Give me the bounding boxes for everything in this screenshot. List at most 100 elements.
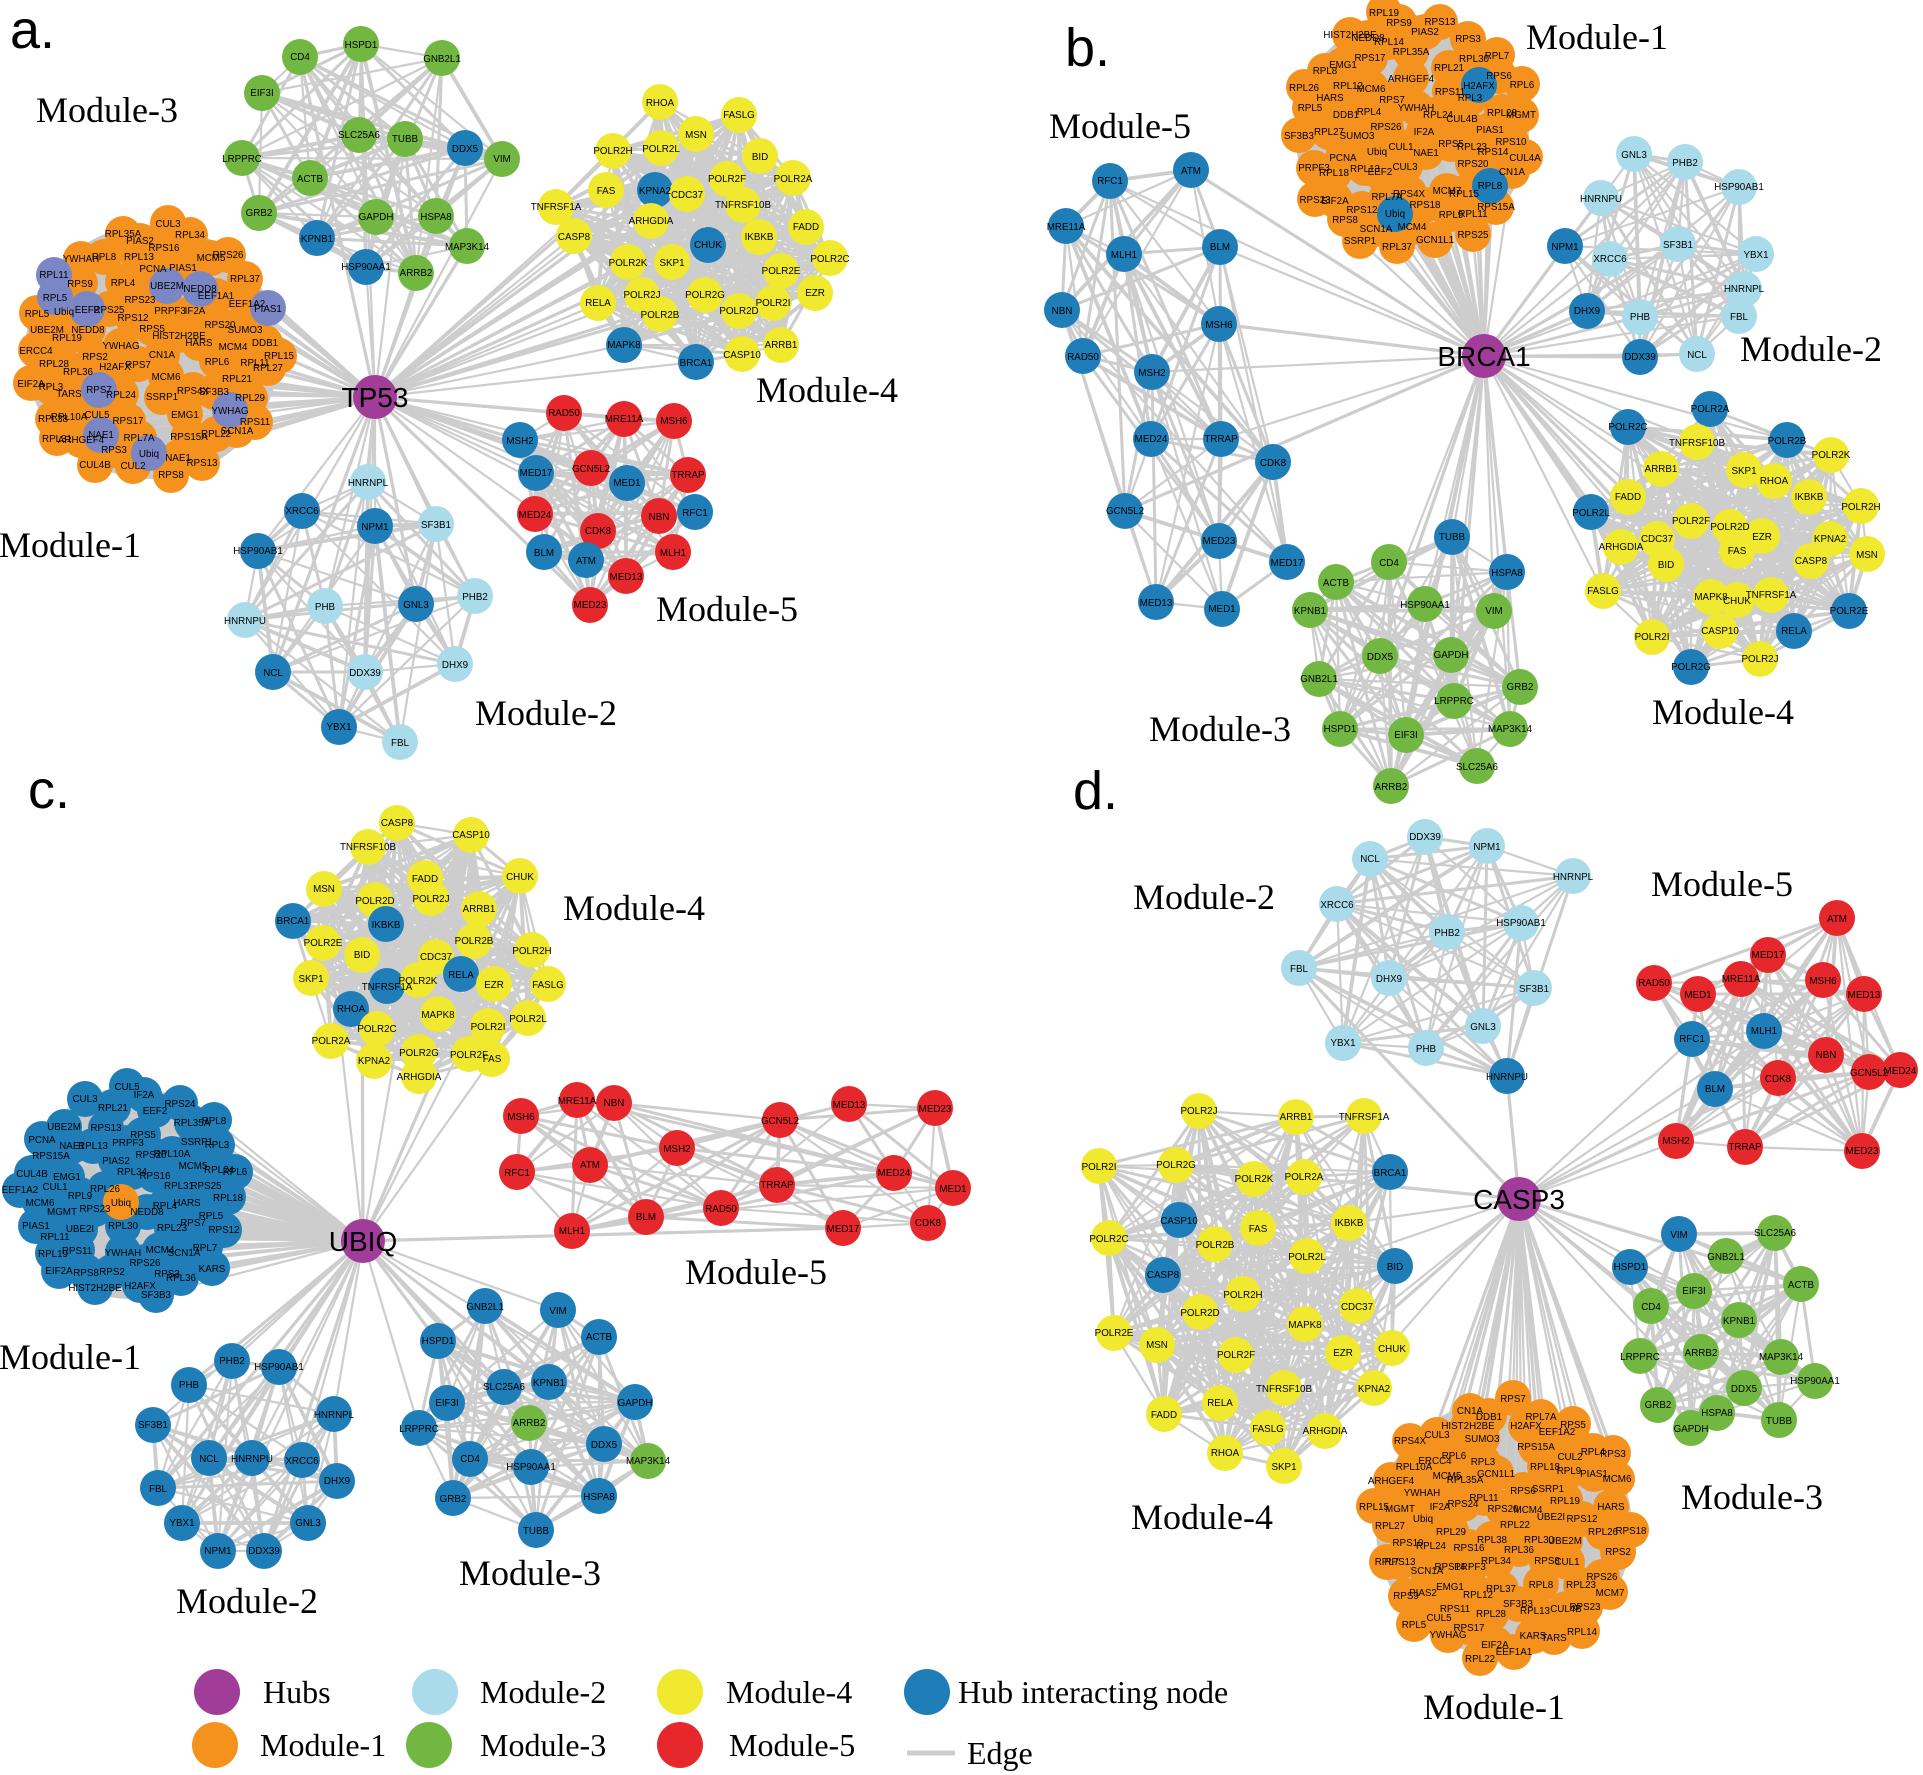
svg-text:RPL29: RPL29 [235,393,265,404]
svg-text:TRRAP: TRRAP [1728,1142,1762,1153]
svg-text:RPS17: RPS17 [1453,1623,1484,1634]
svg-text:BRCA1: BRCA1 [277,916,310,927]
svg-text:SF3B1: SF3B1 [421,520,451,531]
svg-text:RPL10A: RPL10A [51,412,88,423]
svg-text:RPS4X: RPS4X [177,386,210,397]
svg-text:RPL19: RPL19 [1550,1496,1580,1507]
svg-text:RPL30: RPL30 [108,1221,139,1232]
svg-text:Module-1: Module-1 [0,1337,141,1377]
svg-text:Module-2: Module-2 [475,693,617,733]
svg-text:POLR2G: POLR2G [1156,1160,1196,1171]
svg-text:MED17: MED17 [1752,950,1785,961]
svg-text:SCN1A: SCN1A [221,426,254,437]
svg-text:MED24: MED24 [1884,1066,1917,1077]
svg-text:POLR2C: POLR2C [810,254,849,265]
svg-text:MSH2: MSH2 [663,1144,690,1155]
svg-text:EMG1: EMG1 [171,410,199,421]
svg-text:POLR2E: POLR2E [1830,606,1869,617]
svg-text:Module-5: Module-5 [1651,864,1793,904]
svg-text:MED24: MED24 [1135,434,1168,445]
svg-text:PRPF3: PRPF3 [1454,1562,1486,1573]
svg-text:FADD: FADD [793,222,819,233]
svg-text:MED23: MED23 [1846,1146,1879,1157]
svg-text:RPS4X: RPS4X [1394,1436,1427,1447]
svg-text:POLR2I: POLR2I [756,298,791,309]
svg-text:CN1A: CN1A [1457,1406,1484,1417]
svg-text:RPL26: RPL26 [1289,83,1320,94]
svg-text:SUMO3: SUMO3 [1340,131,1375,142]
svg-text:KPNA2: KPNA2 [1814,534,1846,545]
svg-text:CD4: CD4 [290,52,310,63]
svg-text:RPS10: RPS10 [1495,137,1527,148]
svg-text:ARRB1: ARRB1 [1645,464,1678,475]
svg-text:IF2A: IF2A [1414,127,1435,138]
svg-text:d.: d. [1073,761,1118,821]
svg-text:NEDD8: NEDD8 [130,1207,164,1218]
svg-text:Hub interacting node: Hub interacting node [958,1674,1228,1710]
svg-text:CDK8: CDK8 [915,1218,942,1229]
svg-text:LRPPRC: LRPPRC [1434,696,1474,707]
svg-text:MSN: MSN [313,884,335,895]
svg-text:RPL6: RPL6 [1510,80,1535,91]
svg-text:RPL9: RPL9 [1439,210,1464,221]
svg-text:POLR2G: POLR2G [1671,662,1711,673]
svg-text:RPS25: RPS25 [93,305,125,316]
svg-text:POLR2L: POLR2L [1572,508,1610,519]
svg-text:POLR2F: POLR2F [708,174,746,185]
svg-text:CDC37: CDC37 [671,190,703,201]
svg-text:MGMT: MGMT [1385,1504,1415,1515]
svg-text:RAD50: RAD50 [1067,352,1099,363]
svg-text:FADD: FADD [1615,492,1641,503]
svg-text:GRB2: GRB2 [246,208,273,219]
svg-text:PIAS2: PIAS2 [1411,27,1439,38]
svg-text:Module-5: Module-5 [656,589,798,629]
svg-text:NCL: NCL [1687,350,1707,361]
svg-text:RPS5: RPS5 [130,1130,156,1141]
svg-text:NEDD8: NEDD8 [1351,33,1385,44]
svg-text:GNL3: GNL3 [403,600,429,611]
svg-text:PHB: PHB [179,1380,200,1391]
svg-text:IF2A: IF2A [185,306,206,317]
svg-text:NCL: NCL [1360,854,1380,865]
svg-text:EIF2A: EIF2A [1321,196,1349,207]
svg-text:SF3B3: SF3B3 [199,387,230,398]
svg-text:SLC25A6: SLC25A6 [1456,762,1498,773]
svg-text:RAD50: RAD50 [1638,978,1670,989]
svg-text:NPM1: NPM1 [361,522,388,533]
svg-text:Module-5: Module-5 [1049,106,1191,146]
svg-text:RPL37: RPL37 [230,274,260,285]
svg-text:RPL23: RPL23 [157,1223,188,1234]
svg-text:SF3B1: SF3B1 [1519,984,1549,995]
svg-text:HSPA8: HSPA8 [583,1492,615,1503]
svg-text:RPL27: RPL27 [1314,127,1344,138]
svg-text:BRCA1: BRCA1 [680,358,713,369]
svg-text:POLR2H: POLR2H [593,146,632,157]
svg-text:POLR2J: POLR2J [1741,654,1778,665]
svg-text:RPL11: RPL11 [240,358,269,369]
svg-text:POLR2L: POLR2L [642,144,680,155]
svg-text:KPNA2: KPNA2 [358,1056,390,1067]
svg-text:TNFRSF10B: TNFRSF10B [1256,1384,1313,1395]
svg-text:POLR2B: POLR2B [1768,436,1807,447]
svg-text:CUL4B: CUL4B [1446,114,1478,125]
svg-text:RPL24: RPL24 [204,1165,235,1176]
svg-text:DHX9: DHX9 [442,660,468,671]
svg-text:MED24: MED24 [519,510,552,521]
svg-text:SKP1: SKP1 [659,258,684,269]
svg-text:BID: BID [354,950,370,961]
svg-text:RPL13: RPL13 [1350,164,1381,175]
svg-text:RPL31: RPL31 [42,434,72,445]
svg-text:CHUK: CHUK [1378,1344,1406,1355]
svg-text:RPS24: RPS24 [1447,1499,1479,1510]
svg-text:GCN5L2: GCN5L2 [572,464,610,475]
svg-text:RPL29: RPL29 [1436,1527,1466,1538]
svg-text:RPL8: RPL8 [1313,66,1338,77]
svg-text:NPM1: NPM1 [1551,242,1578,253]
svg-text:KARS: KARS [1520,1631,1547,1642]
svg-text:MRE11A: MRE11A [1722,974,1761,985]
svg-text:EIF2A: EIF2A [1481,1640,1509,1651]
svg-text:PCNA: PCNA [1329,153,1357,164]
svg-text:POLR2H: POLR2H [1841,502,1880,513]
svg-text:H2AFX: H2AFX [124,1281,156,1292]
svg-text:UBIQ: UBIQ [329,1226,397,1257]
